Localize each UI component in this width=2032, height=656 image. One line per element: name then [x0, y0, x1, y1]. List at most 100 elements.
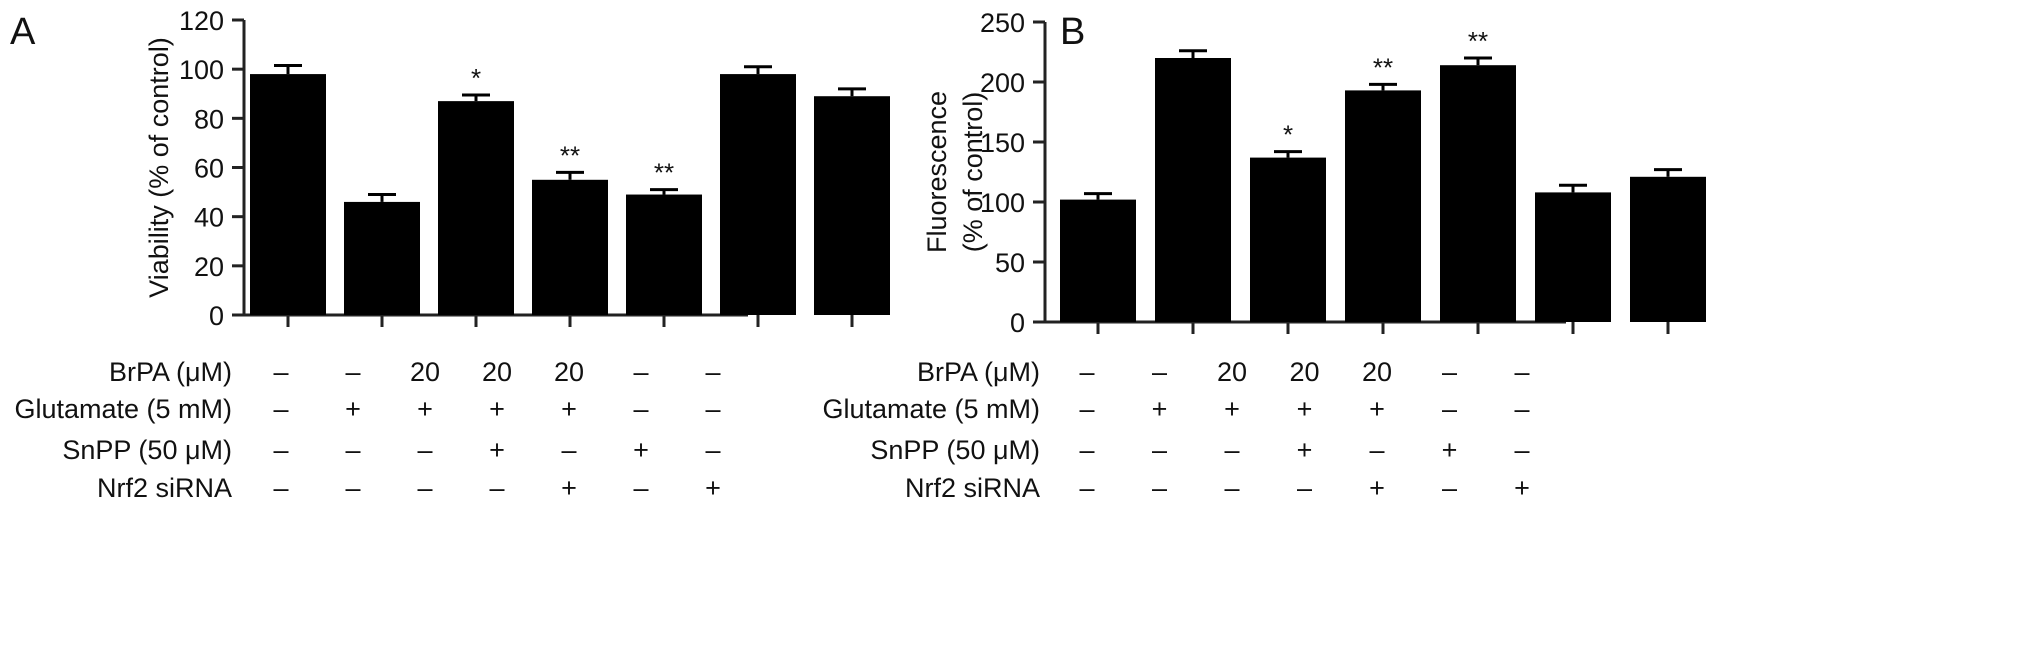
- panel-a-y-tick-label: 0: [209, 301, 224, 331]
- panel-a-significance-marker: **: [654, 158, 674, 188]
- panel-a-y-axis-label: Viability (% of control): [144, 37, 174, 298]
- panel-b-y-tick-label: 0: [1010, 308, 1025, 338]
- panel-a-significance-marker: **: [560, 140, 580, 170]
- panel-a-condition-cell: 20: [482, 357, 512, 387]
- panel-b-condition-cell: –: [1442, 394, 1457, 424]
- panel-b-bar: [1060, 199, 1136, 322]
- panel-b-y-tick-label: 50: [995, 248, 1025, 278]
- panel-b-condition-cell: +: [1514, 473, 1530, 503]
- panel-a-bar: [438, 101, 514, 315]
- panel-a-condition-cell: –: [561, 435, 576, 465]
- panel-b-bar: [1630, 176, 1706, 322]
- panel-a-y-tick-label: 120: [179, 6, 224, 36]
- panel-b-y-axis-label: (% of control): [958, 92, 988, 253]
- panel-a-bar: [720, 74, 796, 315]
- panel-a-condition-cell: +: [633, 435, 649, 465]
- panel-b-condition-cell: –: [1514, 394, 1529, 424]
- panel-a-condition-cell: +: [561, 473, 577, 503]
- panel-b-y-tick-label: 200: [980, 68, 1025, 98]
- panel-a-condition-cell: –: [345, 473, 360, 503]
- panel-a-condition-cell: –: [705, 435, 720, 465]
- panel-b-condition-cell: +: [1442, 435, 1458, 465]
- panel-a-condition-cell: –: [705, 357, 720, 387]
- panel-a-condition-cell: +: [561, 394, 577, 424]
- panel-a-condition-cell: –: [345, 357, 360, 387]
- panel-b-condition-cell: –: [1514, 357, 1529, 387]
- panel-a-condition-label: Nrf2 siRNA: [97, 473, 232, 503]
- panel-a-condition-cell: –: [273, 473, 288, 503]
- panel-a-y-tick-label: 60: [194, 154, 224, 184]
- panel-b-significance-marker: **: [1468, 26, 1488, 56]
- panel-b-condition-cell: 20: [1217, 357, 1247, 387]
- panel-b-condition-cell: –: [1079, 435, 1094, 465]
- panel-a-condition-cell: +: [705, 473, 721, 503]
- panel-b-significance-marker: *: [1283, 120, 1293, 150]
- panel-b-bar: [1345, 90, 1421, 323]
- panel-a-condition-cell: –: [417, 435, 432, 465]
- panel-b-condition-cell: –: [1442, 473, 1457, 503]
- panel-b-y-tick-label: 150: [980, 128, 1025, 158]
- panel-b-condition-cell: –: [1224, 473, 1239, 503]
- panel-b-letter: B: [1060, 11, 1085, 53]
- panel-a-y-tick-label: 80: [194, 104, 224, 134]
- panel-b-condition-cell: –: [1152, 435, 1167, 465]
- panel-a-y-tick-label: 40: [194, 203, 224, 233]
- panel-a-y-tick-label: 100: [179, 55, 224, 85]
- panel-b-bar: [1440, 65, 1516, 322]
- panel-b-condition-cell: –: [1224, 435, 1239, 465]
- panel-b-condition-cell: –: [1297, 473, 1312, 503]
- panel-a-condition-cell: –: [633, 473, 648, 503]
- panel-b-condition-label: SnPP (50 μM): [870, 435, 1040, 465]
- panel-b-significance-marker: **: [1373, 52, 1393, 82]
- panel-a-condition-label: BrPA (μM): [109, 357, 232, 387]
- panel-b-condition-cell: +: [1224, 394, 1240, 424]
- panel-a-condition-cell: –: [633, 357, 648, 387]
- panel-a-condition-cell: –: [345, 435, 360, 465]
- panel-b: B 0 50 100 150 200 250 Fluorescence (% of contro…: [822, 8, 1706, 503]
- panel-b-condition-cell: +: [1297, 394, 1313, 424]
- panel-b-bar: [1155, 58, 1231, 322]
- panel-a-condition-cell: +: [489, 394, 505, 424]
- panel-a-condition-cell: –: [633, 394, 648, 424]
- panel-a-condition-cell: –: [705, 394, 720, 424]
- panel-b-condition-cell: –: [1442, 357, 1457, 387]
- panel-a-condition-cell: 20: [554, 357, 584, 387]
- panel-b-condition-cell: +: [1297, 435, 1313, 465]
- panel-b-y-tick-label: 250: [980, 8, 1025, 38]
- panel-a-bar: [626, 194, 702, 315]
- panel-a-condition-cell: –: [273, 357, 288, 387]
- panel-a-bar: [344, 201, 420, 315]
- panel-a-condition-cell: 20: [410, 357, 440, 387]
- panel-b-condition-label: BrPA (μM): [917, 357, 1040, 387]
- panel-a-condition-cell: –: [273, 394, 288, 424]
- panel-a-condition-cell: –: [417, 473, 432, 503]
- panel-b-condition-cell: –: [1079, 394, 1094, 424]
- panel-b-bar: [1250, 157, 1326, 322]
- panel-a-condition-cell: –: [273, 435, 288, 465]
- panel-b-condition-cell: –: [1079, 473, 1094, 503]
- panel-a-y-tick-label: 20: [194, 252, 224, 282]
- panel-a-letter: A: [10, 11, 36, 53]
- panel-a-bar: [532, 179, 608, 315]
- panel-a-bar: [250, 74, 326, 315]
- panel-b-condition-cell: 20: [1289, 357, 1319, 387]
- panel-a-bar: [814, 96, 890, 315]
- panel-b-condition-cell: –: [1152, 357, 1167, 387]
- panel-b-y-axis-label: Fluorescence: [922, 91, 952, 253]
- panel-b-condition-cell: +: [1152, 394, 1168, 424]
- panel-a-condition-cell: –: [489, 473, 504, 503]
- panel-b-condition-cell: –: [1152, 473, 1167, 503]
- panel-b-condition-cell: –: [1079, 357, 1094, 387]
- panel-a-condition-label: SnPP (50 μM): [62, 435, 232, 465]
- panel-b-condition-cell: +: [1369, 394, 1385, 424]
- panel-a-significance-marker: *: [471, 63, 481, 93]
- panel-b-condition-cell: –: [1514, 435, 1529, 465]
- panel-b-condition-label: Nrf2 siRNA: [905, 473, 1040, 503]
- panel-b-bar: [1535, 192, 1611, 322]
- panel-b-condition-cell: +: [1369, 473, 1385, 503]
- panel-a-condition-cell: +: [417, 394, 433, 424]
- panel-a-condition-cell: +: [345, 394, 361, 424]
- panel-a-condition-label: Glutamate (5 mM): [14, 394, 232, 424]
